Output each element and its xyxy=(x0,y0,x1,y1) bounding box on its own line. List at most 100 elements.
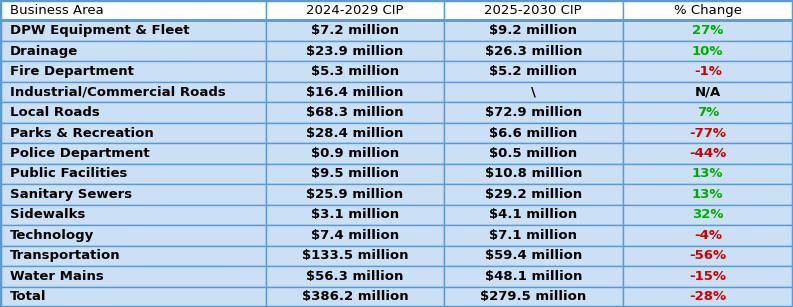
Bar xyxy=(266,41,444,61)
Bar xyxy=(444,184,623,205)
Text: $68.3 million: $68.3 million xyxy=(306,106,404,119)
Bar xyxy=(444,0,623,21)
Text: $10.8 million: $10.8 million xyxy=(485,167,582,181)
Bar xyxy=(0,164,266,184)
Text: $0.5 million: $0.5 million xyxy=(489,147,577,160)
Bar xyxy=(444,82,623,102)
Bar xyxy=(444,61,623,82)
Bar xyxy=(623,143,793,164)
Text: 27%: 27% xyxy=(692,24,723,37)
Text: Total: Total xyxy=(10,290,46,303)
Bar xyxy=(266,0,444,21)
Bar xyxy=(623,184,793,205)
Text: $3.1 million: $3.1 million xyxy=(311,208,399,221)
Bar xyxy=(266,102,444,123)
Bar xyxy=(0,41,266,61)
Text: $7.4 million: $7.4 million xyxy=(311,229,399,242)
Bar xyxy=(444,41,623,61)
Bar xyxy=(266,246,444,266)
Text: 13%: 13% xyxy=(692,167,723,181)
Bar xyxy=(444,225,623,246)
Bar xyxy=(444,21,623,41)
Bar xyxy=(623,286,793,307)
Bar xyxy=(444,143,623,164)
Bar xyxy=(0,123,266,143)
Bar xyxy=(266,21,444,41)
Bar xyxy=(444,205,623,225)
Bar xyxy=(623,41,793,61)
Bar xyxy=(0,61,266,82)
Bar xyxy=(0,266,266,286)
Text: -15%: -15% xyxy=(689,270,726,283)
Text: Drainage: Drainage xyxy=(10,45,78,58)
Text: 2024-2029 CIP: 2024-2029 CIP xyxy=(306,4,404,17)
Bar xyxy=(623,246,793,266)
Bar xyxy=(444,164,623,184)
Bar xyxy=(444,286,623,307)
Bar xyxy=(266,286,444,307)
Text: $6.6 million: $6.6 million xyxy=(489,126,577,140)
Bar xyxy=(623,0,793,21)
Text: N/A: N/A xyxy=(695,86,721,99)
Text: $0.9 million: $0.9 million xyxy=(311,147,399,160)
Bar xyxy=(623,61,793,82)
Bar xyxy=(0,82,266,102)
Text: -44%: -44% xyxy=(689,147,726,160)
Text: Fire Department: Fire Department xyxy=(10,65,133,78)
Bar xyxy=(623,21,793,41)
Bar xyxy=(266,61,444,82)
Bar xyxy=(444,123,623,143)
Text: Sidewalks: Sidewalks xyxy=(10,208,85,221)
Text: Water Mains: Water Mains xyxy=(10,270,103,283)
Text: % Change: % Change xyxy=(674,4,741,17)
Bar xyxy=(0,143,266,164)
Text: Business Area: Business Area xyxy=(10,4,103,17)
Text: 13%: 13% xyxy=(692,188,723,201)
Bar xyxy=(266,205,444,225)
Text: Local Roads: Local Roads xyxy=(10,106,99,119)
Bar xyxy=(266,225,444,246)
Text: Police Department: Police Department xyxy=(10,147,149,160)
Bar xyxy=(266,184,444,205)
Text: Technology: Technology xyxy=(10,229,94,242)
Text: $56.3 million: $56.3 million xyxy=(306,270,404,283)
Bar xyxy=(0,102,266,123)
Bar xyxy=(0,205,266,225)
Text: $29.2 million: $29.2 million xyxy=(485,188,582,201)
Text: $16.4 million: $16.4 million xyxy=(306,86,404,99)
Bar xyxy=(623,266,793,286)
Bar xyxy=(623,225,793,246)
Text: $5.3 million: $5.3 million xyxy=(311,65,399,78)
Bar xyxy=(444,266,623,286)
Text: 32%: 32% xyxy=(692,208,723,221)
Text: DPW Equipment & Fleet: DPW Equipment & Fleet xyxy=(10,24,189,37)
Bar xyxy=(0,21,266,41)
Text: -56%: -56% xyxy=(689,249,726,262)
Text: $25.9 million: $25.9 million xyxy=(306,188,404,201)
Text: \: \ xyxy=(531,86,536,99)
Bar xyxy=(266,164,444,184)
Bar xyxy=(266,123,444,143)
Bar xyxy=(623,102,793,123)
Bar xyxy=(266,143,444,164)
Bar xyxy=(444,246,623,266)
Text: -1%: -1% xyxy=(694,65,722,78)
Bar xyxy=(0,184,266,205)
Text: Sanitary Sewers: Sanitary Sewers xyxy=(10,188,132,201)
Bar xyxy=(0,225,266,246)
Text: $7.2 million: $7.2 million xyxy=(311,24,399,37)
Text: $28.4 million: $28.4 million xyxy=(306,126,404,140)
Text: Parks & Recreation: Parks & Recreation xyxy=(10,126,153,140)
Text: Industrial/Commercial Roads: Industrial/Commercial Roads xyxy=(10,86,225,99)
Bar xyxy=(623,82,793,102)
Bar xyxy=(623,123,793,143)
Bar xyxy=(0,0,266,21)
Text: 10%: 10% xyxy=(692,45,723,58)
Text: Public Facilities: Public Facilities xyxy=(10,167,127,181)
Text: $9.2 million: $9.2 million xyxy=(489,24,577,37)
Text: $59.4 million: $59.4 million xyxy=(485,249,582,262)
Text: -4%: -4% xyxy=(694,229,722,242)
Text: $4.1 million: $4.1 million xyxy=(489,208,577,221)
Text: $48.1 million: $48.1 million xyxy=(485,270,582,283)
Text: $72.9 million: $72.9 million xyxy=(485,106,582,119)
